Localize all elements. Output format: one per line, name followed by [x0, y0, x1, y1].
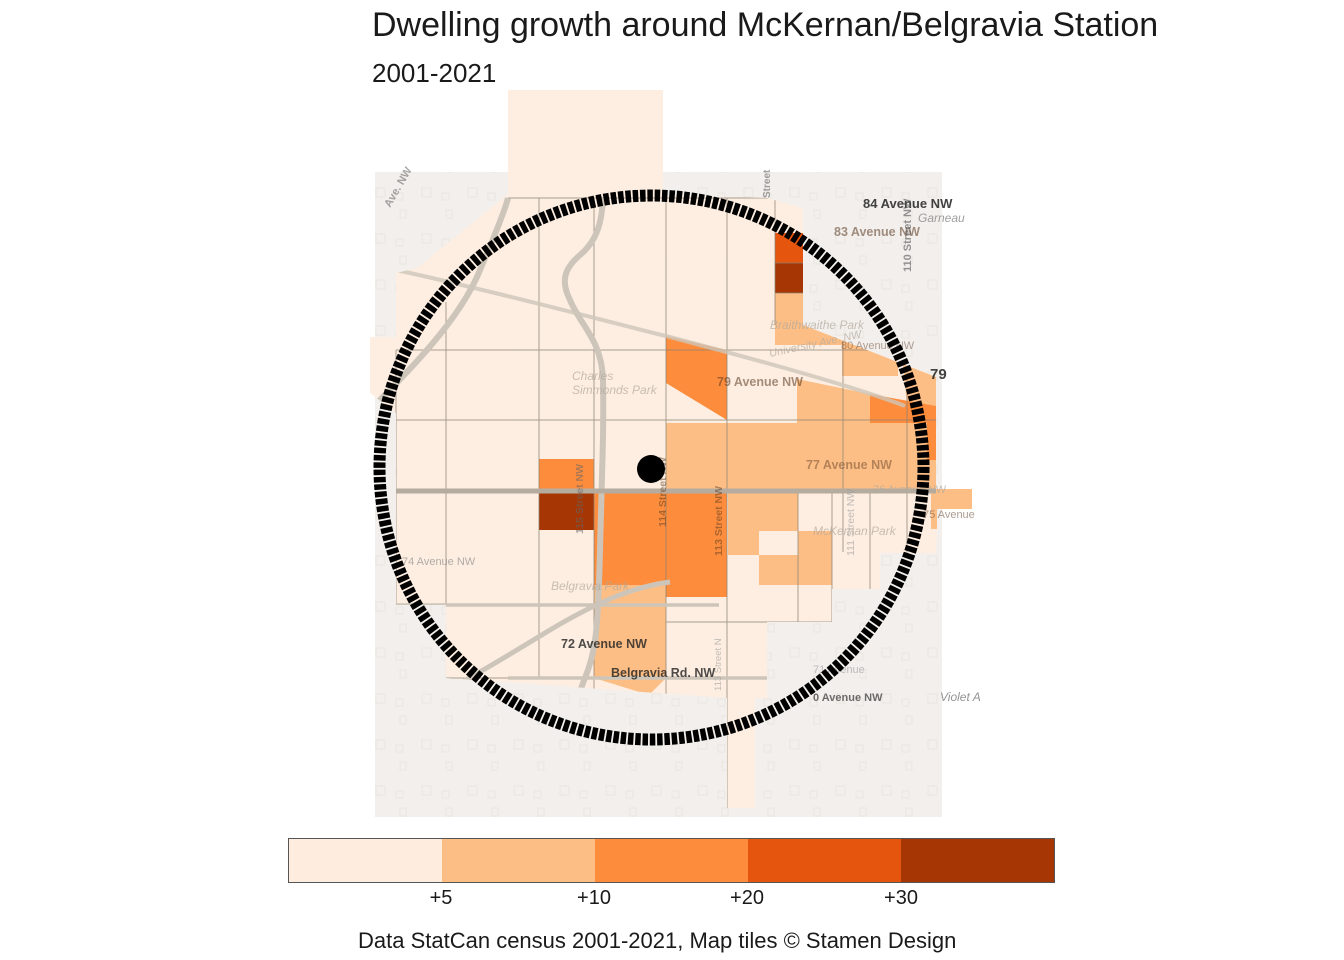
svg-text:111 Street NW: 111 Street NW — [845, 489, 857, 556]
svg-text:110 Street NW: 110 Street NW — [902, 198, 914, 272]
svg-text:80 Avenue NW: 80 Avenue NW — [841, 340, 915, 352]
svg-text:Belgravia Park: Belgravia Park — [551, 579, 630, 593]
svg-text:Violet A: Violet A — [940, 690, 980, 704]
svg-text:Garneau: Garneau — [918, 211, 965, 225]
svg-text:115 Street NW: 115 Street NW — [574, 464, 586, 534]
svg-text:Charles: Charles — [572, 369, 613, 383]
svg-text:113 Street N: 113 Street N — [713, 638, 724, 691]
svg-text:Simmonds Park: Simmonds Park — [572, 383, 658, 397]
svg-text:79 Avenue NW: 79 Avenue NW — [717, 375, 803, 389]
svg-text:Street: Street — [762, 169, 773, 198]
svg-text:0 Avenue NW: 0 Avenue NW — [813, 692, 883, 704]
svg-text:76 Avenue NW: 76 Avenue NW — [873, 484, 947, 496]
svg-text:113 Street NW: 113 Street NW — [713, 486, 725, 556]
svg-text:79: 79 — [930, 366, 947, 383]
svg-text:72 Avenue NW: 72 Avenue NW — [561, 637, 647, 651]
svg-text:74 Avenue NW: 74 Avenue NW — [402, 556, 476, 568]
svg-text:75 Avenue: 75 Avenue — [923, 509, 975, 521]
svg-text:McKernan Park: McKernan Park — [813, 524, 897, 538]
svg-text:77 Avenue NW: 77 Avenue NW — [806, 458, 892, 472]
svg-text:Belgravia Rd. NW: Belgravia Rd. NW — [611, 666, 715, 680]
